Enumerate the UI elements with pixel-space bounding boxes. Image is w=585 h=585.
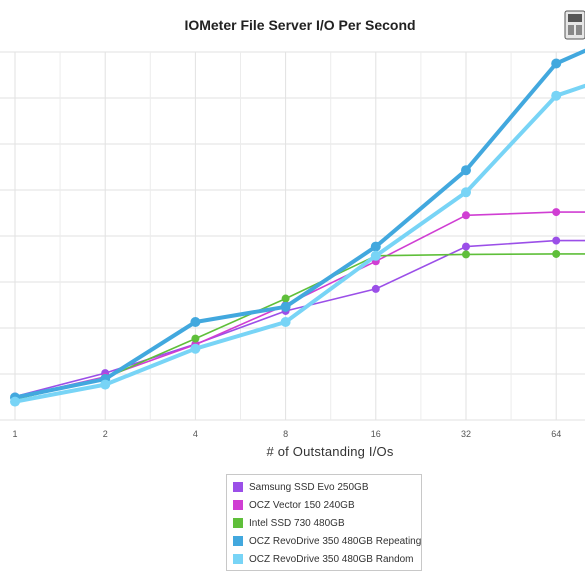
data-point <box>552 208 561 217</box>
series-line <box>13 83 585 404</box>
x-tick-label: 16 <box>371 429 381 439</box>
data-point <box>10 396 20 407</box>
data-point <box>462 211 470 220</box>
data-point <box>552 236 561 245</box>
legend-label: Intel SSD 730 480GB <box>249 517 345 529</box>
data-point <box>100 379 111 390</box>
legend-item: Samsung SSD Evo 250GB <box>233 478 415 496</box>
legend-item: OCZ Vector 150 240GB <box>233 496 415 514</box>
data-point <box>191 334 200 343</box>
legend-label: OCZ RevoDrive 350 480GB Random <box>249 553 414 565</box>
data-point <box>370 241 381 252</box>
legend-swatch <box>233 536 243 546</box>
x-tick-label: 2 <box>103 429 108 439</box>
data-point <box>370 250 381 261</box>
legend-item: OCZ RevoDrive 350 480GB Random <box>233 550 415 568</box>
data-point <box>190 317 201 328</box>
chart-title: IOMeter File Server I/O Per Second <box>184 17 416 33</box>
site-logo-icon <box>564 10 585 40</box>
x-tick-label: 4 <box>193 429 198 439</box>
x-tick-label: 64 <box>551 429 561 439</box>
x-tick-label: 32 <box>461 429 471 439</box>
legend-swatch <box>233 500 243 510</box>
x-axis-label: # of Outstanding I/Os <box>266 444 394 459</box>
data-point <box>190 343 201 354</box>
legend-label: OCZ RevoDrive 350 480GB Repeating <box>249 535 422 547</box>
x-tick-label: 1 <box>12 429 17 439</box>
legend-label: OCZ Vector 150 240GB <box>249 499 355 511</box>
data-point <box>371 284 380 293</box>
data-point <box>552 249 561 258</box>
data-point <box>551 58 562 69</box>
series-line <box>13 48 585 400</box>
legend-swatch <box>233 518 243 528</box>
legend-item: Intel SSD 730 480GB <box>233 514 415 532</box>
data-point <box>462 242 470 251</box>
x-tick-label: 8 <box>283 429 288 439</box>
legend-item: OCZ RevoDrive 350 480GB Repeating <box>233 532 421 550</box>
legend-label: Samsung SSD Evo 250GB <box>249 481 369 493</box>
data-point <box>280 317 291 328</box>
data-point <box>551 90 562 101</box>
data-point <box>280 301 291 312</box>
data-point <box>462 250 470 259</box>
legend-swatch <box>233 482 243 492</box>
chart-legend: Samsung SSD Evo 250GB OCZ Vector 150 240G… <box>226 474 422 571</box>
data-point <box>281 294 290 303</box>
data-point <box>461 187 471 198</box>
data-point <box>461 165 471 176</box>
legend-swatch <box>233 554 243 564</box>
